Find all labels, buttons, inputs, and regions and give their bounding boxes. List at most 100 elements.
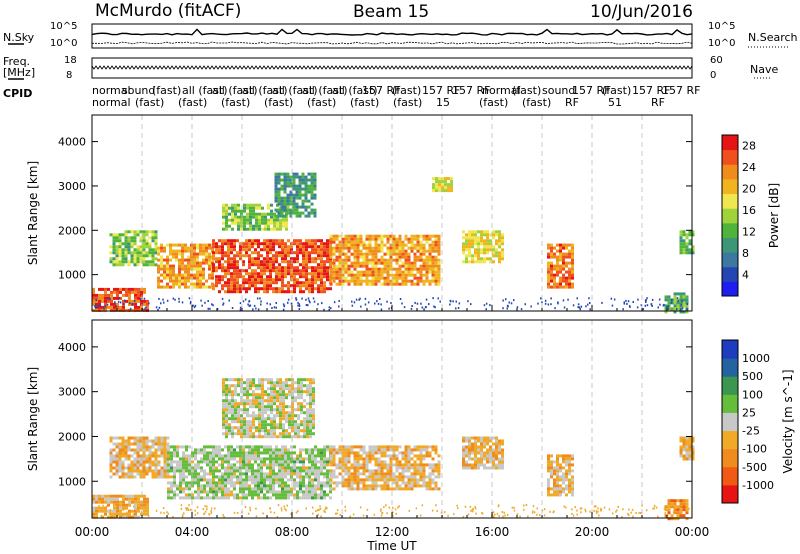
echo-cell: [353, 240, 357, 244]
echo-cell: [305, 281, 308, 285]
speckle: [401, 302, 403, 305]
echo-cell: [368, 249, 372, 253]
echo-cell: [212, 263, 215, 267]
echo-cell: [199, 264, 202, 268]
echo-cell: [302, 448, 305, 452]
speckle: [367, 301, 370, 304]
echo-cell: [225, 212, 228, 216]
echo-cell: [462, 236, 465, 240]
echo-cell: [293, 496, 296, 500]
echo-cell: [137, 290, 140, 294]
echo-cell: [187, 246, 190, 250]
echo-cell: [260, 275, 263, 279]
echo-cell: [178, 279, 181, 283]
echo-cell: [113, 287, 116, 291]
echo-cell: [98, 497, 101, 501]
echo-cell: [261, 411, 264, 415]
echo-cell: [306, 435, 309, 439]
speckle: [567, 298, 569, 301]
echo-cell: [115, 254, 119, 258]
echo-cell: [679, 301, 683, 305]
echo-cell: [308, 478, 311, 482]
speckle: [192, 304, 194, 307]
echo-cell: [255, 218, 258, 222]
echo-cell: [227, 445, 230, 449]
echo-cell: [305, 490, 308, 494]
echo-cell: [289, 196, 293, 200]
echo-cell: [392, 237, 396, 241]
echo-cell: [302, 269, 305, 273]
echo-cell: [374, 240, 378, 244]
echo-cell: [294, 387, 297, 391]
echo-cell: [176, 454, 179, 458]
echo-cell: [112, 454, 116, 458]
echo-cell: [568, 466, 571, 470]
echo-cell: [332, 460, 336, 464]
echo-cell: [682, 239, 686, 243]
echo-cell: [344, 243, 348, 247]
echo-cell: [222, 215, 225, 219]
echo-cell: [124, 472, 128, 476]
echo-cell: [224, 272, 227, 276]
echo-cell: [353, 460, 357, 464]
echo-cell: [320, 469, 323, 473]
echo-cell: [282, 396, 285, 400]
echo-cell: [314, 248, 317, 252]
echo-cell: [498, 242, 501, 246]
echo-cell: [136, 245, 140, 249]
echo-cell: [483, 445, 486, 449]
echo-cell: [407, 246, 411, 250]
echo-cell: [218, 278, 221, 282]
echo-cell: [257, 245, 260, 249]
echo-cell: [230, 445, 233, 449]
echo-cell: [386, 475, 390, 479]
echo-cell: [236, 496, 239, 500]
echo-cell: [565, 472, 568, 476]
echo-cell: [341, 252, 345, 256]
echo-cell: [122, 293, 125, 297]
echo-cell: [167, 454, 170, 458]
echo-cell: [371, 261, 375, 265]
echo-cell: [157, 285, 160, 289]
echo-cell: [571, 487, 574, 491]
echo-cell: [688, 454, 692, 458]
echo-cell: [215, 481, 218, 485]
echo-cell: [279, 420, 282, 424]
echo-cell: [353, 454, 357, 458]
echo-region-velocity-2: [329, 445, 441, 491]
speckle: [403, 306, 406, 309]
echo-cell: [121, 475, 125, 479]
echo-cell: [395, 457, 399, 461]
echo-cell: [313, 175, 317, 179]
echo-cell: [242, 284, 245, 288]
echo-cell: [371, 282, 375, 286]
speckle: [298, 303, 301, 306]
echo-cell: [245, 475, 248, 479]
echo-cell: [170, 463, 173, 467]
colorbar-segment: [722, 164, 738, 180]
echo-cell: [145, 448, 149, 452]
echo-cell: [338, 460, 342, 464]
echo-cell: [495, 466, 498, 470]
speckle: [577, 306, 579, 309]
echo-cell: [492, 442, 495, 446]
echo-cell: [225, 384, 228, 388]
echo-cell: [134, 305, 137, 309]
echo-cell: [310, 178, 314, 182]
echo-cell: [269, 469, 272, 473]
echo-cell: [160, 448, 164, 452]
echo-cell: [306, 432, 309, 436]
echo-cell: [95, 497, 98, 501]
echo-cell: [679, 239, 683, 243]
echo-cell: [480, 248, 483, 252]
echo-cell: [267, 378, 270, 382]
echo-cell: [154, 436, 158, 440]
echo-cell: [279, 402, 282, 406]
echo-cell: [313, 178, 317, 182]
echo-cell: [127, 448, 131, 452]
echo-cell: [302, 481, 305, 485]
echo-cell: [172, 249, 175, 253]
echo-cell: [137, 293, 140, 297]
echo-cell: [127, 457, 131, 461]
echo-cell: [332, 481, 336, 485]
